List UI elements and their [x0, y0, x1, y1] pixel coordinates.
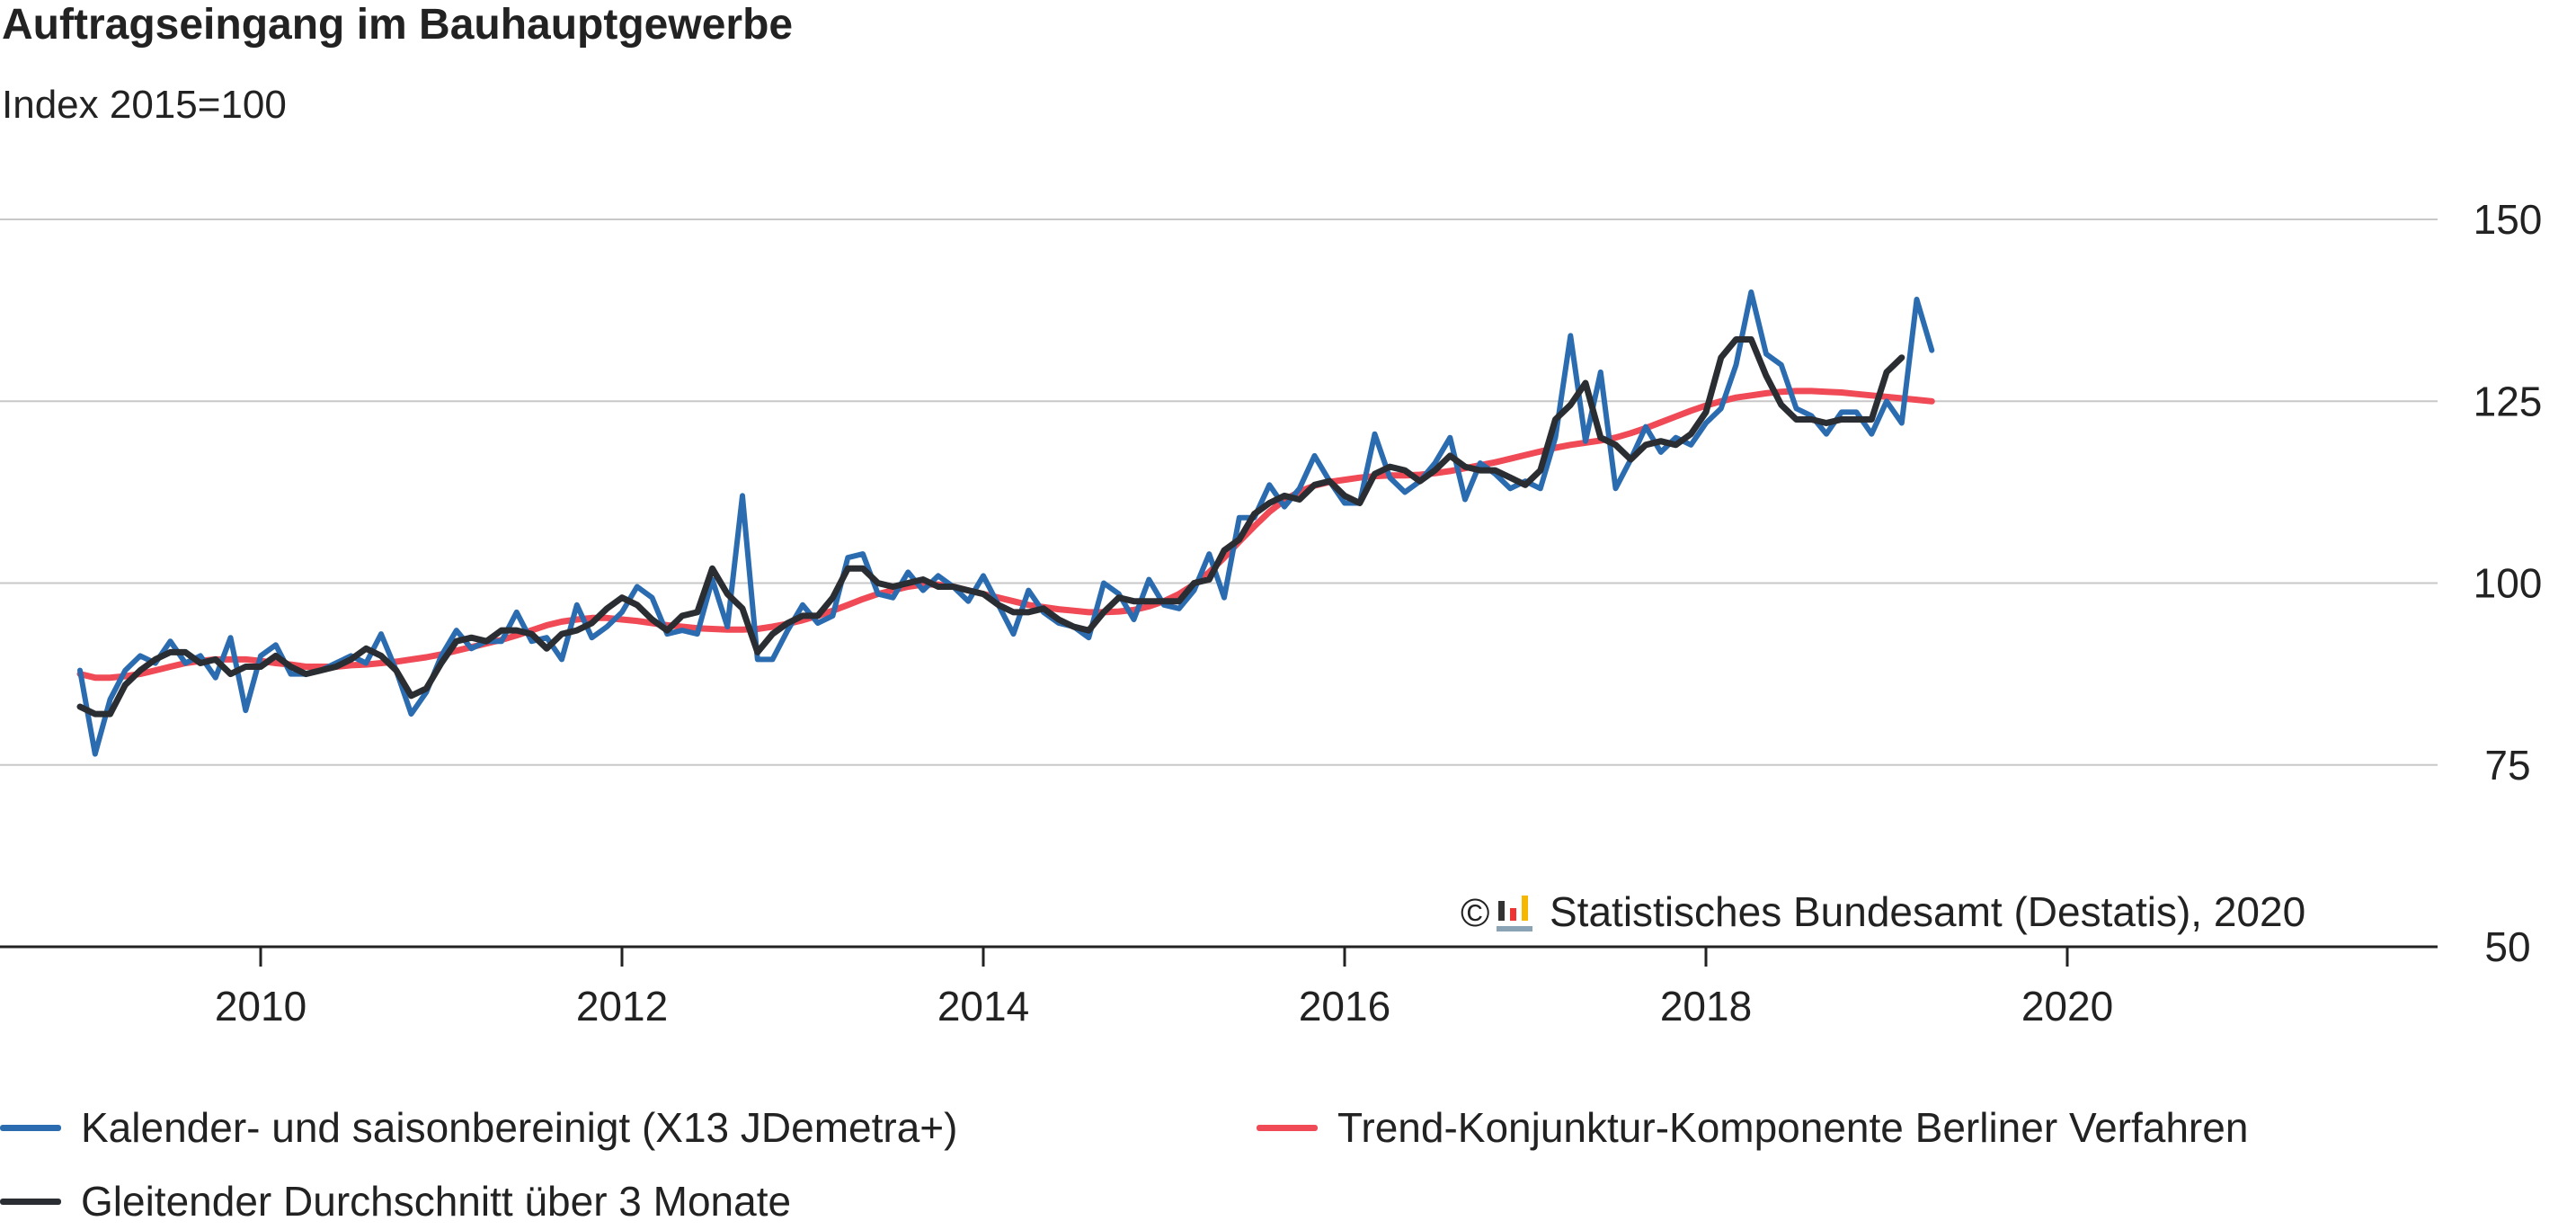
- legend-swatch-blue: [0, 1124, 61, 1131]
- copyright-credit: © Statistisches Bundesamt (Destatis), 20…: [1461, 888, 2305, 935]
- x-tick-label: 2016: [1299, 983, 1390, 1029]
- y-tick-label: 75: [2484, 742, 2530, 789]
- y-tick-label: 100: [2474, 560, 2543, 607]
- legend-item-series-2: Trend-Konjunktur-Komponente Berliner Ver…: [1257, 1101, 2248, 1154]
- x-tick-label: 2014: [937, 983, 1029, 1029]
- chart-title: Auftragseingang im Bauhauptgewerbe: [2, 1, 794, 49]
- legend-label-series-3: Gleitender Durchschnitt über 3 Monate: [81, 1178, 792, 1225]
- series-line-3: [76, 336, 1905, 718]
- x-axis: 2010 2012 2014 2016 2018 2020: [0, 945, 2438, 1029]
- chart-subtitle: Index 2015=100: [2, 83, 287, 127]
- y-tick-label: 50: [2484, 923, 2530, 970]
- credit-text: Statistisches Bundesamt (Destatis), 2020: [1550, 888, 2305, 935]
- legend-label-series-1: Kalender- und saisonbereinigt (X13 JDeme…: [81, 1104, 958, 1151]
- y-tick-label: 150: [2474, 196, 2543, 243]
- copyright-icon: ©: [1461, 891, 1489, 935]
- y-axis-labels: 50 75 100 125 150: [2474, 196, 2543, 970]
- destatis-logo-icon: [1497, 896, 1532, 931]
- x-tick-label: 2020: [2021, 983, 2113, 1029]
- series-line-2: [76, 388, 1935, 682]
- x-tick-label: 2012: [576, 983, 668, 1029]
- x-tick-label: 2010: [215, 983, 306, 1029]
- series-lines: [76, 289, 1935, 757]
- legend-swatch-red: [1257, 1124, 1318, 1131]
- legend-label-series-2: Trend-Konjunktur-Komponente Berliner Ver…: [1337, 1104, 2249, 1151]
- x-tick-label: 2018: [1660, 983, 1752, 1029]
- legend-swatch-dark: [0, 1198, 61, 1205]
- y-tick-label: 125: [2474, 378, 2543, 424]
- legend-item-series-1: Kalender- und saisonbereinigt (X13 JDeme…: [0, 1101, 957, 1154]
- legend-item-series-3: Gleitender Durchschnitt über 3 Monate: [0, 1174, 791, 1228]
- grid-lines: [0, 218, 2438, 766]
- series-line-1: [77, 289, 1935, 757]
